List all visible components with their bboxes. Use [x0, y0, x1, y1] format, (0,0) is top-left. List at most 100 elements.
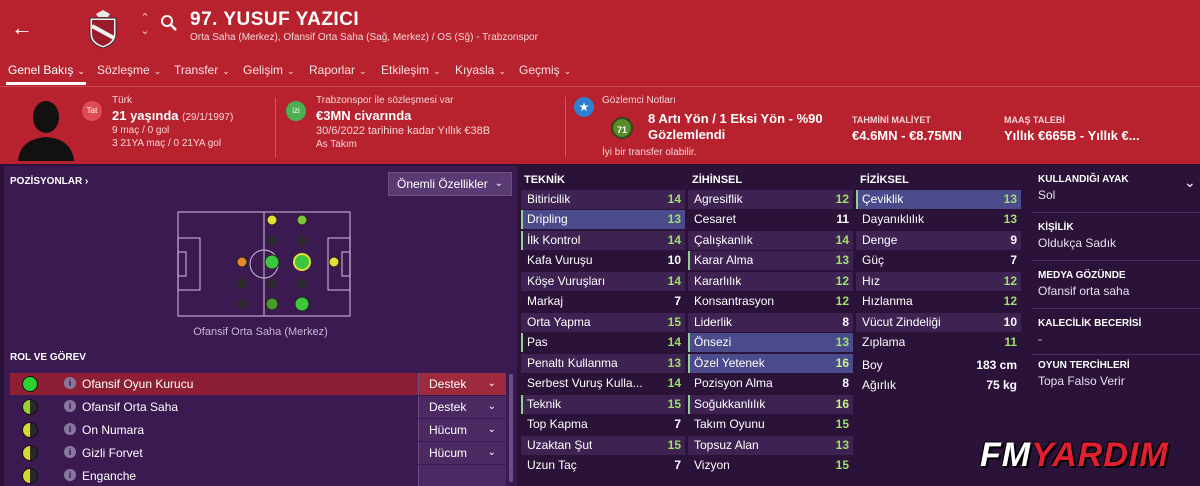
attribute-row: Orta Yapma 15: [521, 313, 685, 332]
est-cost-value: €4.6MN - €8.75MN: [852, 128, 962, 143]
role-row[interactable]: i Gizli Forvet Hücum ⌄: [10, 442, 506, 464]
chevron-down-icon: ⌄: [433, 66, 441, 76]
player-info-band: Tat Türk 21 yaşında (29/1/1997) 9 maç / …: [0, 86, 1200, 164]
chevron-down-icon: ⌄: [287, 66, 295, 76]
duty-dropdown[interactable]: Destek ⌄: [418, 396, 506, 418]
back-arrow-icon[interactable]: ←: [11, 15, 33, 40]
role-suitability-icon: [22, 445, 38, 461]
scout-rating-badge: 71: [611, 117, 633, 139]
club-crest-icon[interactable]: [86, 8, 120, 50]
attribute-row: Pozisyon Alma 8: [694, 376, 849, 390]
chevron-down-icon: ⌄: [494, 178, 503, 189]
attribute-row: Köşe Vuruşları 14: [521, 272, 685, 291]
attribute-row: Bitiricilik 14: [521, 190, 685, 209]
tab-transfer[interactable]: Transfer ⌄: [174, 63, 230, 77]
chevron-down-icon: ⌄: [153, 66, 162, 76]
tab-gelisim[interactable]: Gelişim ⌄: [243, 63, 295, 77]
goalkeeping-ability: KALECİLİK BECERİSİ -: [1038, 318, 1142, 346]
chevron-down-icon: ⌄: [563, 66, 572, 76]
attribute-row: Liderlik 8: [688, 313, 853, 332]
mental-title: ZİHİNSEL: [692, 174, 743, 186]
chevron-down-icon: ⌄: [487, 378, 496, 389]
attribute-row: Vücut Zindeliği 10: [856, 313, 1021, 332]
attribute-row: Takım Oyunu 15: [694, 417, 849, 431]
attribute-row: Soğukkanlılık 16: [688, 395, 853, 414]
player-positions: Orta Saha (Merkez), Ofansif Orta Saha (S…: [190, 32, 538, 43]
estimated-cost: TAHMİNİ MALİYET €4.6MN - €8.75MN: [852, 115, 962, 143]
positions-title[interactable]: POZİSYONLAR ›: [10, 176, 89, 187]
role-suitability-icon: [22, 468, 38, 484]
tab-genel-bakis[interactable]: Genel Bakış ⌄: [8, 63, 85, 77]
info-icon[interactable]: i: [64, 446, 76, 458]
personality: KİŞİLİK Oldukça Sadık: [1038, 222, 1117, 250]
wage-value: Yıllık €665B - Yıllık €...: [1004, 128, 1140, 143]
tab-sozlesme[interactable]: Sözleşme ⌄: [97, 63, 162, 77]
duty-dropdown[interactable]: Hücum ⌄: [418, 419, 506, 441]
info-icon[interactable]: i: [64, 400, 76, 412]
tab-etkilesim[interactable]: Etkileşim ⌄: [381, 63, 441, 77]
attribute-row: Pas 14: [521, 333, 685, 352]
role-name: Ofansif Orta Saha: [82, 400, 179, 414]
tab-gecmis[interactable]: Geçmiş ⌄: [519, 63, 572, 77]
attribute-row: Topsuz Alan 13: [688, 436, 853, 455]
media-description: MEDYA GÖZÜNDE Ofansif orta saha: [1038, 270, 1130, 298]
chevron-down-icon: ⌄: [498, 66, 506, 76]
player-value: €3MN civarında: [316, 108, 412, 123]
attribute-row: Dayanıklılık 13: [862, 212, 1017, 226]
attribute-filter-dropdown[interactable]: Önemli Özellikler ⌄: [388, 172, 512, 196]
attribute-row: Serbest Vuruş Kulla... 14: [527, 376, 681, 390]
role-name: Gizli Forvet: [82, 446, 143, 460]
role-row[interactable]: i Ofansif Orta Saha Destek ⌄: [10, 396, 506, 418]
divider: [565, 97, 566, 157]
chevron-down-icon: ⌄: [487, 401, 496, 412]
chevron-down-icon[interactable]: ⌄: [1184, 174, 1196, 190]
info-icon[interactable]: i: [64, 469, 76, 481]
player-name: 97. YUSUF YAZICI: [190, 9, 360, 30]
attribute-row: Çeviklik 13: [856, 190, 1021, 209]
birth-date: (29/1/1997): [182, 112, 234, 123]
duty-dropdown[interactable]: Hücum ⌄: [418, 442, 506, 464]
mental-attributes: ZİHİNSEL Agresiflik 12 Cesaret 11 Çalışkan…: [688, 166, 853, 486]
u21-stats: 3 21YA maç / 0 21YA gol: [112, 138, 222, 149]
role-duty-title: ROL VE GÖREV: [10, 352, 86, 363]
career-stats: 9 maç / 0 gol: [112, 125, 170, 136]
scout-status: Gözlemlendi: [648, 127, 726, 142]
tab-raporlar[interactable]: Raporlar ⌄: [309, 63, 367, 77]
attribute-row: Dripling 13: [521, 210, 685, 229]
player-switch-arrows-icon[interactable]: ⌃ ⌄: [140, 12, 150, 37]
player-traits: OYUN TERCİHLERİ Topa Falso Verir: [1038, 360, 1130, 388]
watermark-logo: FMYARDIM: [980, 436, 1169, 474]
divider: [1032, 308, 1200, 309]
search-icon[interactable]: [160, 14, 178, 32]
divider: [1032, 260, 1200, 261]
attribute-row: Hızlanma 12: [862, 294, 1017, 308]
player-silhouette-icon: [18, 101, 74, 161]
contract-info[interactable]: Trabzonspor ile sözleşmesi var €3MN civa…: [316, 95, 490, 150]
info-icon[interactable]: i: [64, 377, 76, 389]
attribute-row: Kafa Vuruşu 10: [527, 253, 681, 267]
attribute-row: Karar Alma 13: [688, 251, 853, 270]
role-name: Ofansif Oyun Kurucu: [82, 377, 194, 391]
wage-demand: MAAŞ TALEBİ Yıllık €665B - Yıllık €...: [1004, 115, 1140, 143]
scout-notes[interactable]: Gözlemci Notları: [602, 95, 676, 106]
chevron-down-icon: ⌄: [487, 424, 496, 435]
position-pitch-diagram: [177, 211, 351, 317]
role-row[interactable]: i Ofansif Oyun Kurucu Destek ⌄: [10, 373, 506, 395]
info-icon[interactable]: i: [64, 423, 76, 435]
physical-attributes: FİZİKSEL Çeviklik 13 Dayanıklılık 13 Denge…: [856, 166, 1021, 486]
nationality-badge-icon: Tat: [82, 101, 102, 121]
attribute-row: Uzaktan Şut 15: [521, 436, 685, 455]
duty-dropdown[interactable]: [418, 465, 506, 486]
role-row[interactable]: i On Numara Hücum ⌄: [10, 419, 506, 441]
attribute-row: Cesaret 11: [694, 212, 849, 226]
duty-dropdown[interactable]: Destek ⌄: [418, 373, 506, 395]
role-row[interactable]: i Enganche: [10, 465, 506, 486]
attribute-row: İlk Kontrol 14: [521, 231, 685, 250]
tab-kiyasla[interactable]: Kıyasla ⌄: [455, 63, 506, 77]
wage-label: MAAŞ TALEBİ: [1004, 115, 1065, 125]
attribute-row: Top Kapma 7: [527, 417, 681, 431]
selected-position-caption: Ofansif Orta Saha (Merkez): [193, 326, 328, 338]
role-name: Enganche: [82, 469, 137, 483]
roles-scrollbar[interactable]: [509, 374, 513, 482]
scout-label: Gözlemci Notları: [602, 95, 676, 106]
